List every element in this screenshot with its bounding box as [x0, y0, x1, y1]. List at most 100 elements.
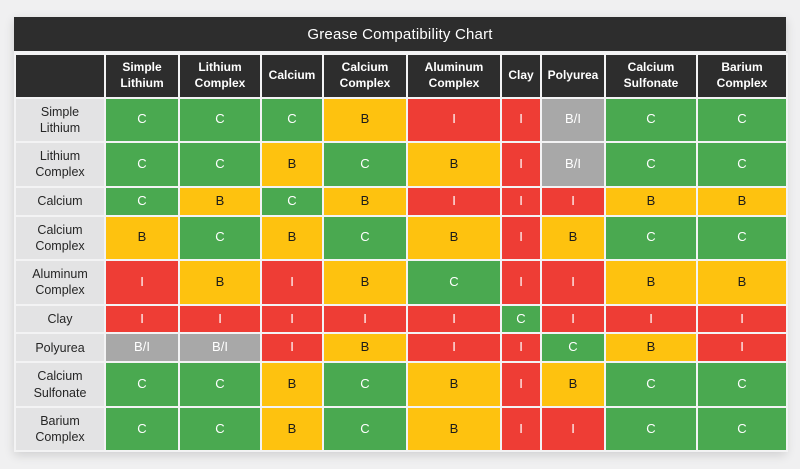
matrix-cell: C [104, 405, 180, 453]
matrix-cell: I [500, 361, 542, 408]
matrix-cell: B [178, 185, 262, 217]
matrix-cell: B [604, 332, 698, 364]
row-header: Polyurea [14, 332, 106, 364]
matrix-cell: I [500, 405, 542, 453]
matrix-cell: B [540, 361, 606, 408]
matrix-cell: C [260, 185, 324, 217]
matrix-cell: I [500, 141, 542, 188]
matrix-cell: C [178, 214, 262, 262]
matrix-cell: C [604, 96, 698, 144]
matrix-cell: C [696, 361, 788, 408]
row-header: Calcium Complex [14, 214, 106, 262]
matrix-cell: C [104, 141, 180, 188]
matrix-cell: C [604, 141, 698, 188]
matrix-cell: I [406, 303, 502, 335]
matrix-cell: I [260, 259, 324, 306]
matrix-cell: I [178, 303, 262, 335]
grease-compatibility-chart: Grease Compatibility Chart Simple Lithiu… [14, 17, 788, 453]
matrix-cell: C [178, 141, 262, 188]
matrix-cell: B [260, 214, 324, 262]
matrix-cell: B [104, 214, 180, 262]
matrix-cell: B [322, 185, 408, 217]
matrix-cell: C [322, 405, 408, 453]
matrix-cell: C [540, 332, 606, 364]
matrix-cell: C [104, 96, 180, 144]
column-header: Barium Complex [696, 53, 788, 99]
row-header: Barium Complex [14, 405, 106, 453]
matrix-cell: B [178, 259, 262, 306]
matrix-cell: B [406, 361, 502, 408]
matrix-cell: C [260, 96, 324, 144]
matrix-cell: B [696, 185, 788, 217]
matrix-cell: I [540, 185, 606, 217]
matrix-cell: C [178, 361, 262, 408]
column-header: Calcium Complex [322, 53, 408, 99]
matrix-cell: I [696, 332, 788, 364]
matrix-cell: B [322, 259, 408, 306]
matrix-cell: I [406, 96, 502, 144]
compatibility-matrix-table: Simple Lithium Lithium Complex Calcium Calc… [14, 53, 788, 453]
table-row: Calcium Complex B C B C B I B C C [14, 214, 788, 262]
matrix-cell: B [696, 259, 788, 306]
matrix-cell: I [500, 332, 542, 364]
column-header: Clay [500, 53, 542, 99]
matrix-cell: I [406, 332, 502, 364]
chart-title: Grease Compatibility Chart [14, 17, 786, 53]
row-header: Aluminum Complex [14, 259, 106, 306]
matrix-cell: B/I [540, 96, 606, 144]
matrix-cell: B [406, 405, 502, 453]
column-header: Simple Lithium [104, 53, 180, 99]
matrix-cell: C [696, 405, 788, 453]
column-header: Aluminum Complex [406, 53, 502, 99]
table-row: Calcium Sulfonate C C B C B I B C C [14, 361, 788, 408]
matrix-cell: B [260, 361, 324, 408]
matrix-cell: I [260, 332, 324, 364]
matrix-cell: I [104, 259, 180, 306]
matrix-cell: I [406, 185, 502, 217]
matrix-cell: I [540, 405, 606, 453]
matrix-cell: C [696, 214, 788, 262]
matrix-cell: C [322, 214, 408, 262]
matrix-cell: C [696, 96, 788, 144]
column-header: Calcium Sulfonate [604, 53, 698, 99]
table-row: Calcium C B C B I I I B B [14, 185, 788, 217]
matrix-cell: I [260, 303, 324, 335]
matrix-cell: C [406, 259, 502, 306]
matrix-cell: B [604, 259, 698, 306]
matrix-body: Simple Lithium C C C B I I B/I C C Lithium Complex… [14, 96, 788, 453]
matrix-cell: I [500, 259, 542, 306]
matrix-cell: I [322, 303, 408, 335]
matrix-cell: C [500, 303, 542, 335]
matrix-cell: I [540, 303, 606, 335]
row-header: Simple Lithium [14, 96, 106, 144]
matrix-cell: B/I [540, 141, 606, 188]
matrix-cell: C [322, 141, 408, 188]
matrix-cell: B [260, 405, 324, 453]
column-header: Lithium Complex [178, 53, 262, 99]
matrix-cell: I [540, 259, 606, 306]
row-header: Calcium Sulfonate [14, 361, 106, 408]
matrix-cell: C [322, 361, 408, 408]
matrix-cell: I [500, 96, 542, 144]
table-row: Aluminum Complex I B I B C I I B B [14, 259, 788, 306]
matrix-cell: B [322, 332, 408, 364]
matrix-cell: C [604, 405, 698, 453]
matrix-cell: B [406, 141, 502, 188]
matrix-cell: I [696, 303, 788, 335]
column-header: Calcium [260, 53, 324, 99]
matrix-cell: I [604, 303, 698, 335]
matrix-cell: B/I [104, 332, 180, 364]
matrix-cell: I [500, 214, 542, 262]
header-row: Simple Lithium Lithium Complex Calcium Calc… [14, 53, 788, 99]
table-row: Clay I I I I I C I I I [14, 303, 788, 335]
column-header: Polyurea [540, 53, 606, 99]
matrix-cell: I [104, 303, 180, 335]
table-row: Barium Complex C C B C B I I C C [14, 405, 788, 453]
matrix-cell: C [104, 361, 180, 408]
matrix-cell: B [406, 214, 502, 262]
row-header: Clay [14, 303, 106, 335]
matrix-cell: B [604, 185, 698, 217]
matrix-cell: C [604, 214, 698, 262]
matrix-cell: C [178, 96, 262, 144]
table-row: Lithium Complex C C B C B I B/I C C [14, 141, 788, 188]
